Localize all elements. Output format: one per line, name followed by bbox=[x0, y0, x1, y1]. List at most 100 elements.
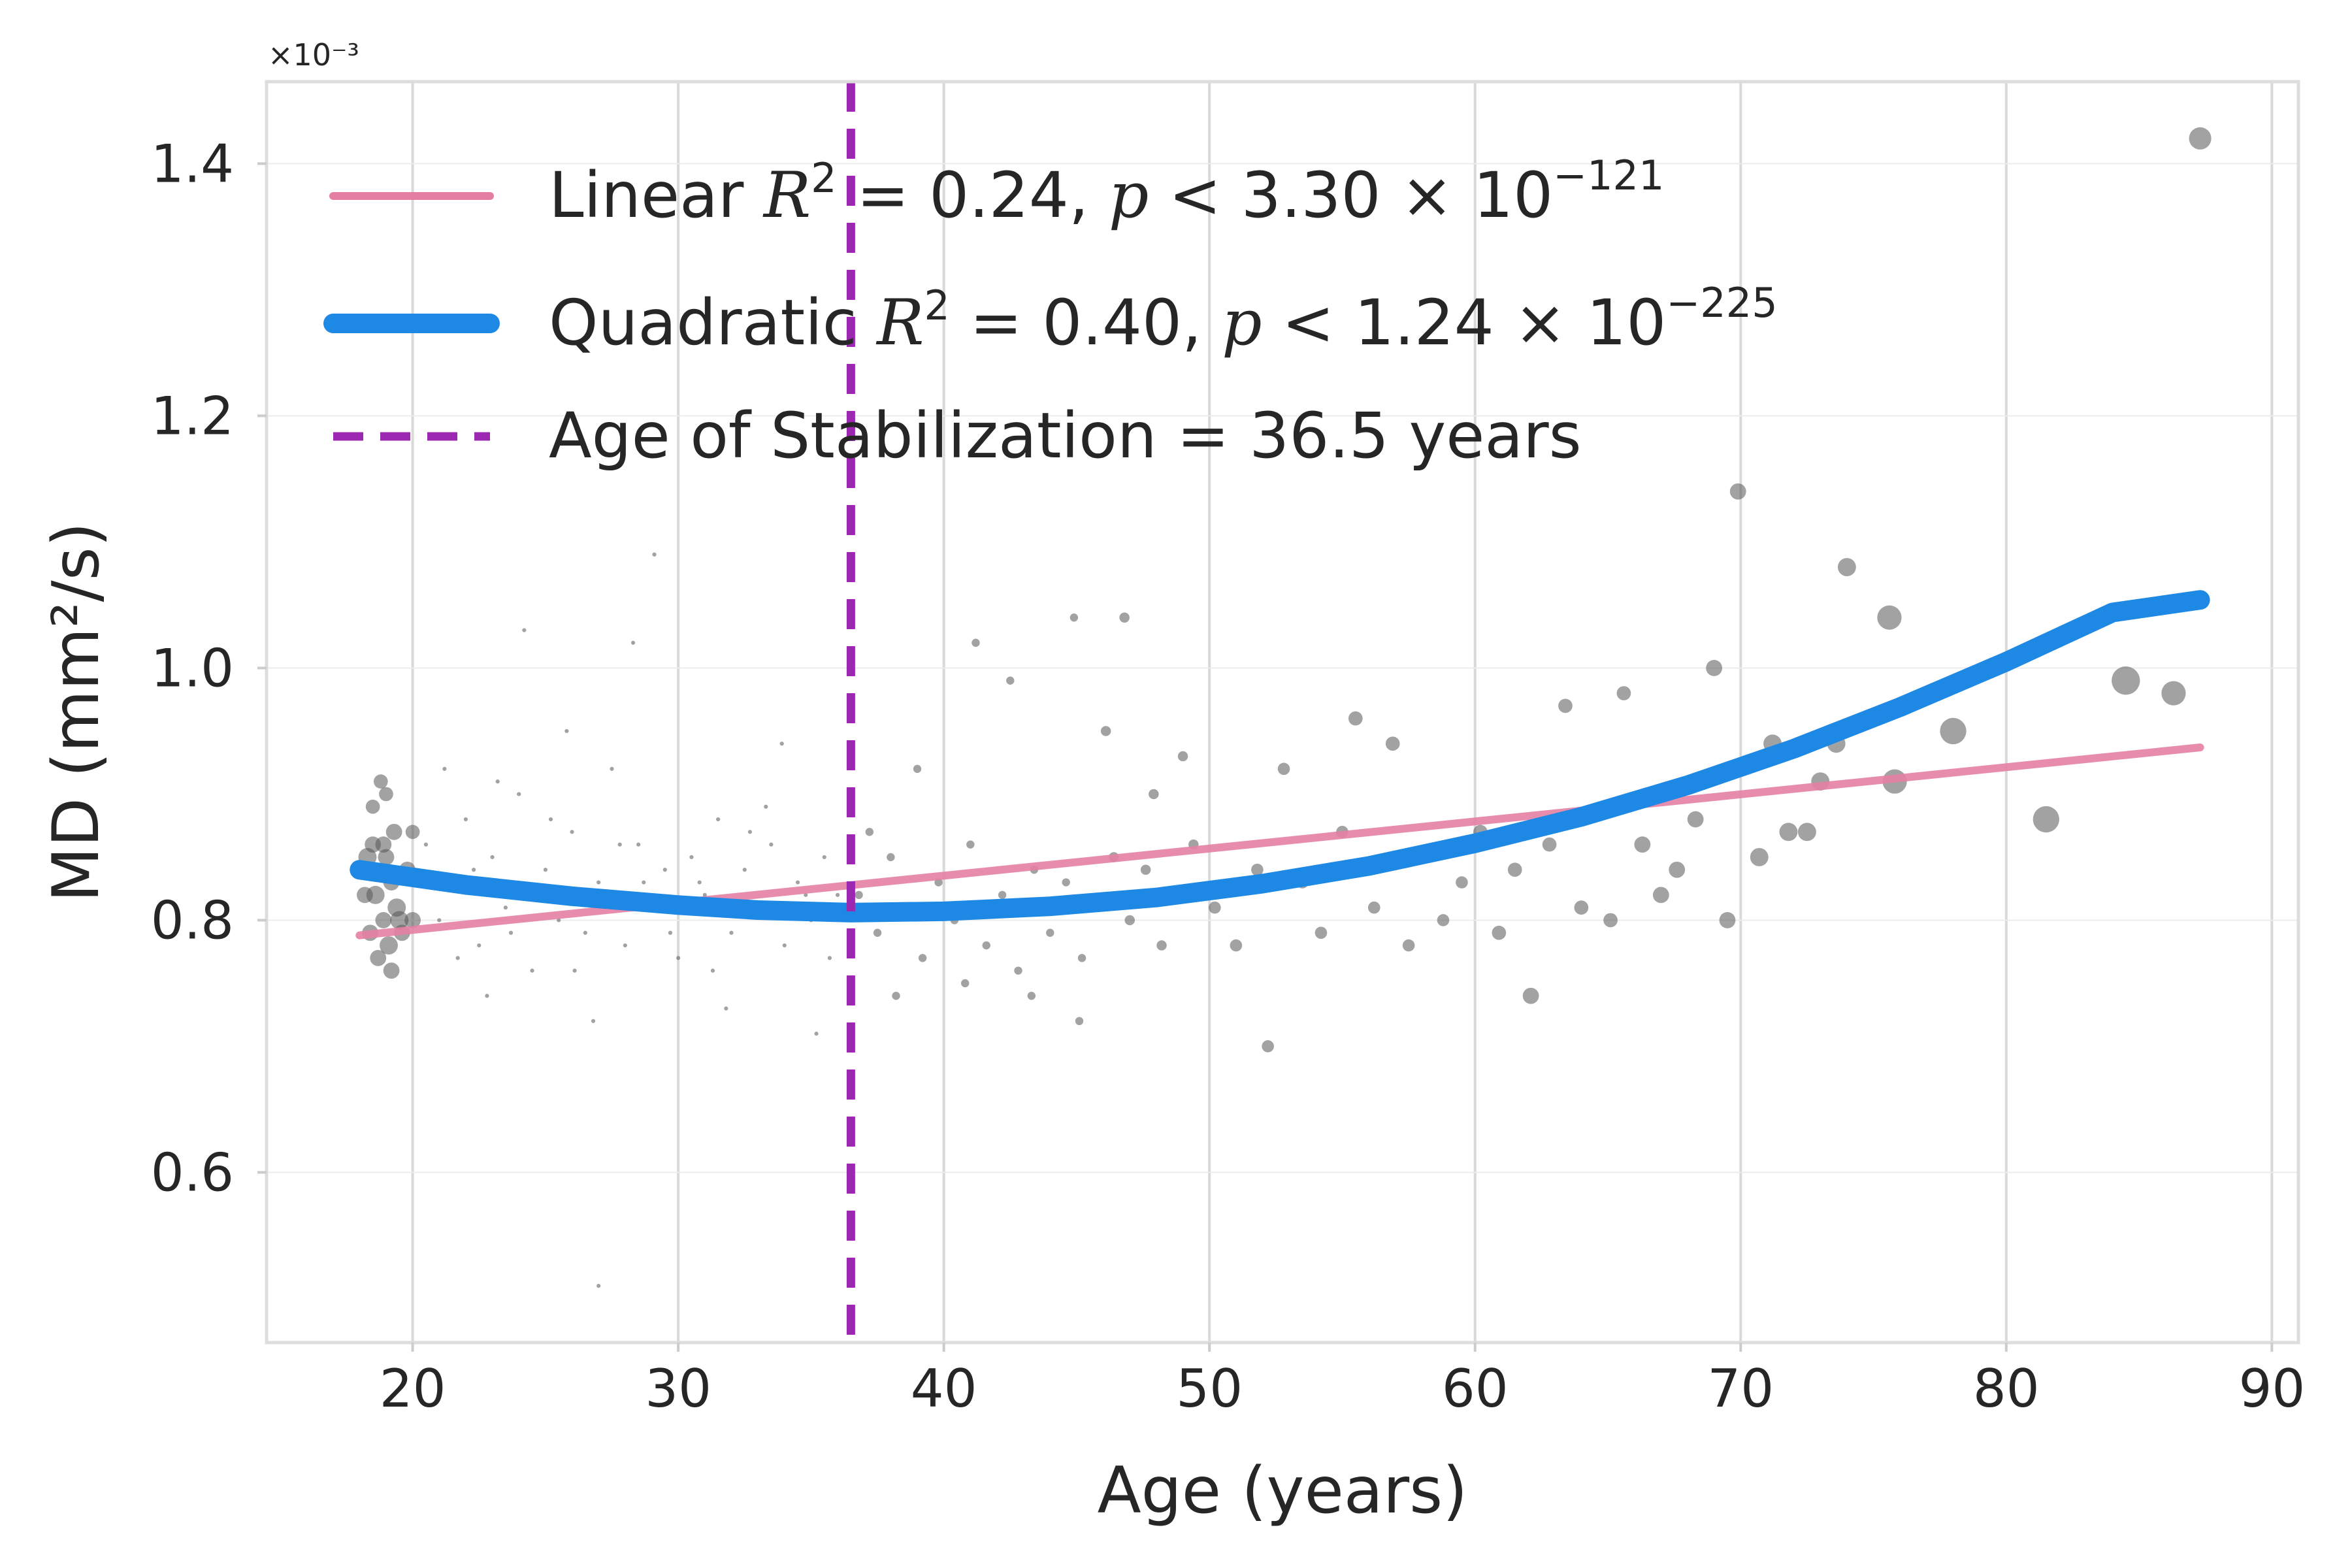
data-point bbox=[591, 1019, 596, 1023]
data-point bbox=[887, 853, 895, 862]
data-point bbox=[835, 892, 840, 897]
data-point bbox=[1706, 660, 1723, 676]
data-point bbox=[530, 968, 534, 973]
x-tick-label: 40 bbox=[911, 1358, 977, 1419]
data-point bbox=[375, 836, 392, 853]
data-point bbox=[702, 892, 707, 897]
data-point bbox=[865, 828, 874, 836]
data-point bbox=[764, 804, 768, 809]
data-point bbox=[1797, 823, 1816, 841]
x-tick-label: 90 bbox=[2238, 1358, 2305, 1419]
data-point bbox=[827, 956, 832, 960]
x-tick-label: 70 bbox=[1707, 1358, 1774, 1419]
y-tick-label: 1.0 bbox=[151, 638, 234, 698]
data-point bbox=[1070, 613, 1079, 622]
data-point bbox=[2161, 681, 2186, 706]
legend-label-linear: Linear R2 = 0.24, p < 3.30 × 10−121 bbox=[549, 152, 1664, 232]
data-point bbox=[1385, 736, 1400, 751]
data-point bbox=[1100, 726, 1111, 736]
data-point bbox=[1209, 901, 1221, 914]
data-point bbox=[2189, 127, 2212, 150]
data-point bbox=[1230, 939, 1243, 952]
data-point bbox=[385, 823, 402, 840]
data-point bbox=[1149, 789, 1159, 800]
data-point bbox=[1558, 698, 1573, 713]
data-point bbox=[804, 892, 808, 897]
data-point bbox=[1940, 717, 1967, 745]
data-point bbox=[596, 880, 601, 885]
data-point bbox=[689, 855, 694, 860]
legend-label-quadratic: Quadratic R2 = 0.40, p < 1.24 × 10−225 bbox=[549, 279, 1778, 359]
data-point bbox=[1006, 676, 1015, 685]
data-point bbox=[1156, 940, 1167, 951]
data-point bbox=[1075, 1017, 1084, 1026]
axis-ticks: 20 30 40 50 60 70 80 90 0.6 0.8 1.0 1.2 1.4 bbox=[151, 133, 2305, 1419]
data-point bbox=[636, 842, 641, 847]
data-point bbox=[390, 911, 409, 930]
legend-label-stabilization: Age of Stabilization = 36.5 years bbox=[549, 399, 1582, 472]
data-point bbox=[1837, 558, 1856, 576]
data-point bbox=[1119, 612, 1130, 623]
data-point bbox=[1574, 900, 1589, 915]
data-point bbox=[1315, 926, 1328, 939]
data-point bbox=[873, 928, 882, 937]
data-point bbox=[960, 979, 970, 988]
data-point bbox=[697, 880, 702, 885]
data-point bbox=[370, 949, 387, 966]
data-point bbox=[570, 830, 574, 834]
data-point bbox=[1687, 811, 1704, 828]
data-point bbox=[729, 930, 734, 935]
data-point bbox=[1507, 862, 1522, 877]
data-point bbox=[982, 941, 990, 950]
x-tick-label: 20 bbox=[380, 1358, 446, 1419]
legend: Linear R2 = 0.24, p < 3.30 × 10−121 Quad… bbox=[323, 152, 1778, 472]
data-point bbox=[1277, 762, 1290, 776]
plot-frame bbox=[265, 80, 2300, 1345]
data-point bbox=[966, 840, 975, 849]
data-point bbox=[630, 640, 636, 645]
data-point bbox=[1367, 901, 1380, 914]
data-point bbox=[405, 825, 420, 840]
data-point bbox=[517, 792, 521, 796]
data-point bbox=[1456, 876, 1468, 889]
x-axis-title: Age (years) bbox=[1098, 1454, 1468, 1528]
data-point bbox=[652, 552, 657, 557]
data-point bbox=[572, 968, 577, 973]
data-point bbox=[814, 1032, 819, 1036]
data-point bbox=[1616, 686, 1631, 700]
data-point bbox=[463, 817, 468, 822]
data-point bbox=[623, 943, 627, 948]
data-point bbox=[1603, 913, 1618, 928]
data-point bbox=[1062, 878, 1070, 887]
y-exponent-label: ×10⁻³ bbox=[268, 37, 359, 73]
data-point bbox=[1492, 925, 1507, 940]
data-point bbox=[782, 943, 787, 948]
y-axis-title: MD (mm²/s) bbox=[39, 522, 114, 902]
data-point bbox=[913, 764, 922, 774]
data-point bbox=[610, 766, 614, 771]
data-point bbox=[918, 954, 927, 962]
data-point bbox=[564, 728, 569, 734]
data-point bbox=[1750, 848, 1769, 866]
data-point bbox=[1124, 915, 1135, 926]
data-point bbox=[1542, 837, 1557, 852]
data-point bbox=[508, 930, 514, 935]
data-point bbox=[495, 779, 500, 784]
data-point bbox=[747, 830, 752, 834]
data-point bbox=[1177, 751, 1188, 762]
data-point bbox=[972, 638, 980, 647]
data-point bbox=[503, 906, 508, 910]
data-point bbox=[455, 956, 460, 960]
data-point bbox=[1027, 992, 1036, 1000]
data-point bbox=[375, 912, 392, 928]
data-point bbox=[383, 962, 400, 979]
data-point bbox=[855, 890, 863, 900]
data-point bbox=[668, 930, 673, 935]
data-point bbox=[1522, 987, 1539, 1004]
data-point bbox=[437, 918, 442, 923]
data-point bbox=[1014, 966, 1022, 975]
y-tick-label: 0.6 bbox=[151, 1142, 234, 1203]
data-point bbox=[596, 1284, 601, 1288]
